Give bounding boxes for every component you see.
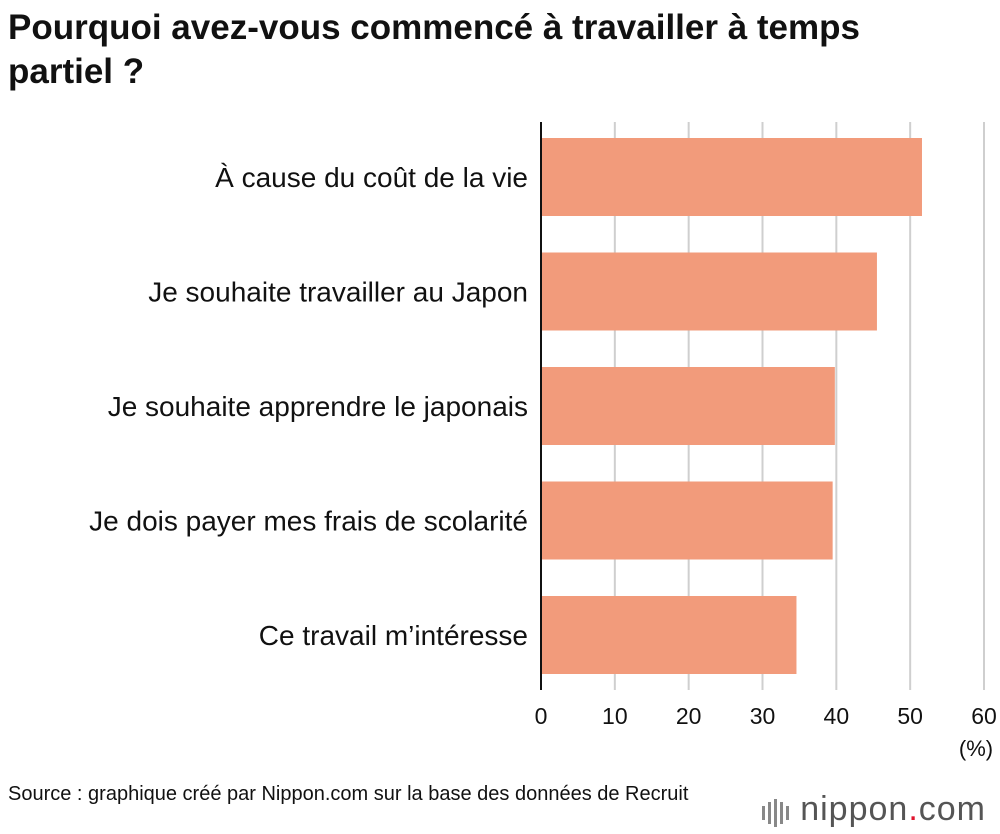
x-tick-label: 20	[676, 703, 702, 729]
x-tick-label: 60	[971, 703, 997, 729]
category-labels: À cause du coût de la vie Je souhaite tra…	[89, 162, 528, 651]
x-tick-label: 10	[602, 703, 628, 729]
source-note: Source : graphique créé par Nippon.com s…	[8, 783, 689, 805]
logo-suffix: com	[918, 790, 986, 828]
logo-name: nippon	[800, 790, 909, 828]
x-tick-label: 50	[897, 703, 923, 729]
logo-dot: .	[908, 790, 919, 828]
category-label: Je dois payer mes frais de scolarité	[89, 506, 528, 537]
bar	[541, 481, 833, 560]
bar	[541, 367, 835, 445]
category-label: Je souhaite apprendre le japonais	[108, 391, 528, 422]
category-label: Je souhaite travailler au Japon	[148, 277, 528, 308]
category-label: Ce travail m’intéresse	[259, 620, 528, 651]
category-label: À cause du coût de la vie	[215, 162, 528, 193]
nippon-logo: nippon.com	[762, 790, 986, 831]
bars	[541, 138, 922, 674]
x-tick-label: 30	[750, 703, 776, 729]
bar	[541, 596, 797, 674]
bar	[541, 252, 877, 331]
x-tick-label: 0	[535, 703, 548, 729]
x-tick-label: 40	[824, 703, 850, 729]
x-unit-label: (%)	[959, 736, 993, 761]
logo-bars-icon	[762, 792, 792, 831]
x-tick-labels: 0 10 20 30 40 50 60	[535, 703, 997, 729]
chart-title: Pourquoi avez-vous commencé à travailler…	[8, 8, 860, 91]
bar	[541, 138, 922, 216]
